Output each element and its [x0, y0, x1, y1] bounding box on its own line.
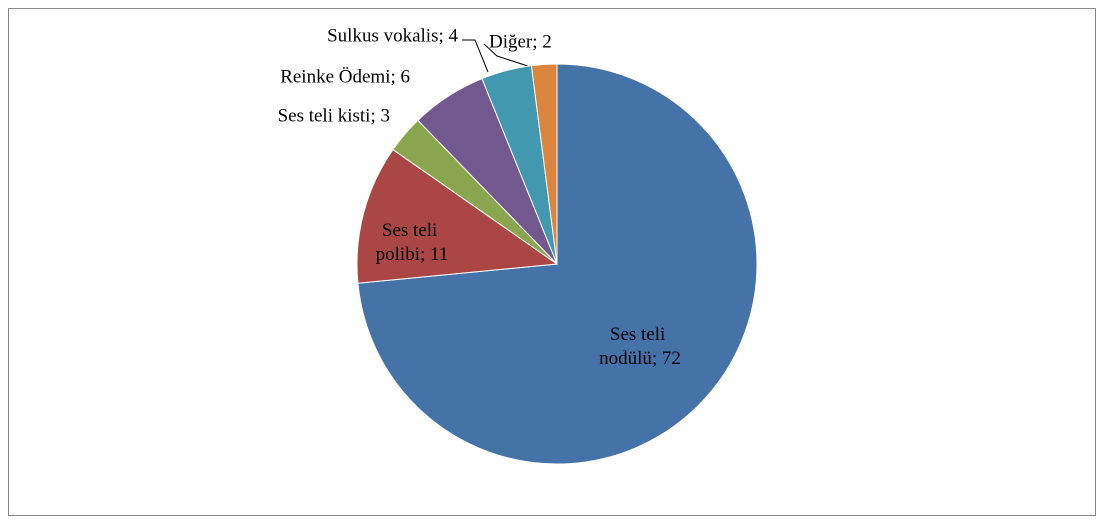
pie-slice: [530, 63, 558, 265]
label-line: nodülü; 72: [599, 348, 681, 369]
leader-line: [483, 43, 541, 71]
data-label: Reinke Ödemi; 6: [280, 66, 410, 87]
data-label: Sulkus vokalis; 4: [327, 25, 458, 46]
label-line: polibi; 11: [376, 244, 449, 265]
leader-line: [462, 39, 489, 73]
label-line: Ses teli: [610, 324, 670, 345]
data-label: Ses teli kisti; 3: [278, 105, 390, 126]
label-line: Ses teli: [382, 220, 442, 241]
pie-slice: [356, 148, 559, 284]
data-label: Ses teli nodülü; 72: [599, 324, 681, 369]
data-label: Ses teli polibi; 11: [376, 220, 449, 265]
data-label: Diğer; 2: [489, 31, 552, 52]
